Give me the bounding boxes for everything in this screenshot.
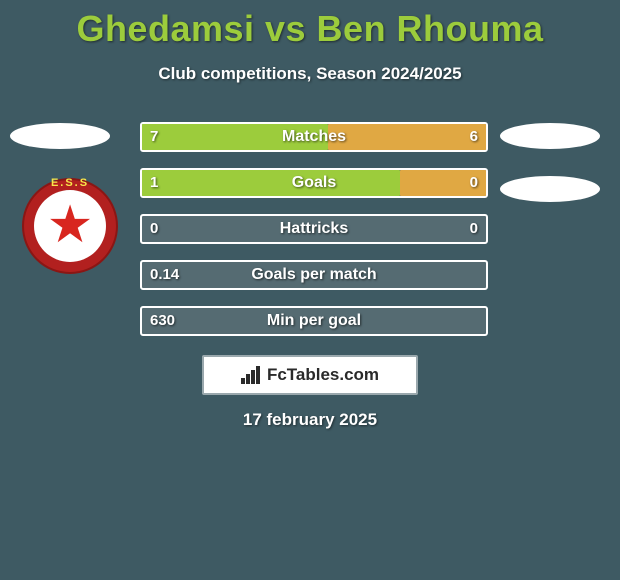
stat-row: 630Min per goal: [0, 306, 620, 336]
stat-label: Hattricks: [140, 214, 488, 244]
stat-row: 10Goals: [0, 168, 620, 198]
date-label: 17 february 2025: [0, 410, 620, 430]
watermark-text: FcTables.com: [267, 365, 379, 385]
watermark: FcTables.com: [202, 355, 418, 395]
stat-row: 76Matches: [0, 122, 620, 152]
page-title: Ghedamsi vs Ben Rhouma: [0, 0, 620, 50]
page-subtitle: Club competitions, Season 2024/2025: [0, 64, 620, 84]
stat-row: 0.14Goals per match: [0, 260, 620, 290]
bar-chart-icon: [241, 366, 263, 384]
stat-label: Goals: [140, 168, 488, 198]
stat-label: Goals per match: [140, 260, 488, 290]
stat-label: Matches: [140, 122, 488, 152]
stat-label: Min per goal: [140, 306, 488, 336]
stat-row: 00Hattricks: [0, 214, 620, 244]
comparison-chart: 76Matches 10Goals 00Hattricks 0.14Goals per…: [0, 122, 620, 336]
